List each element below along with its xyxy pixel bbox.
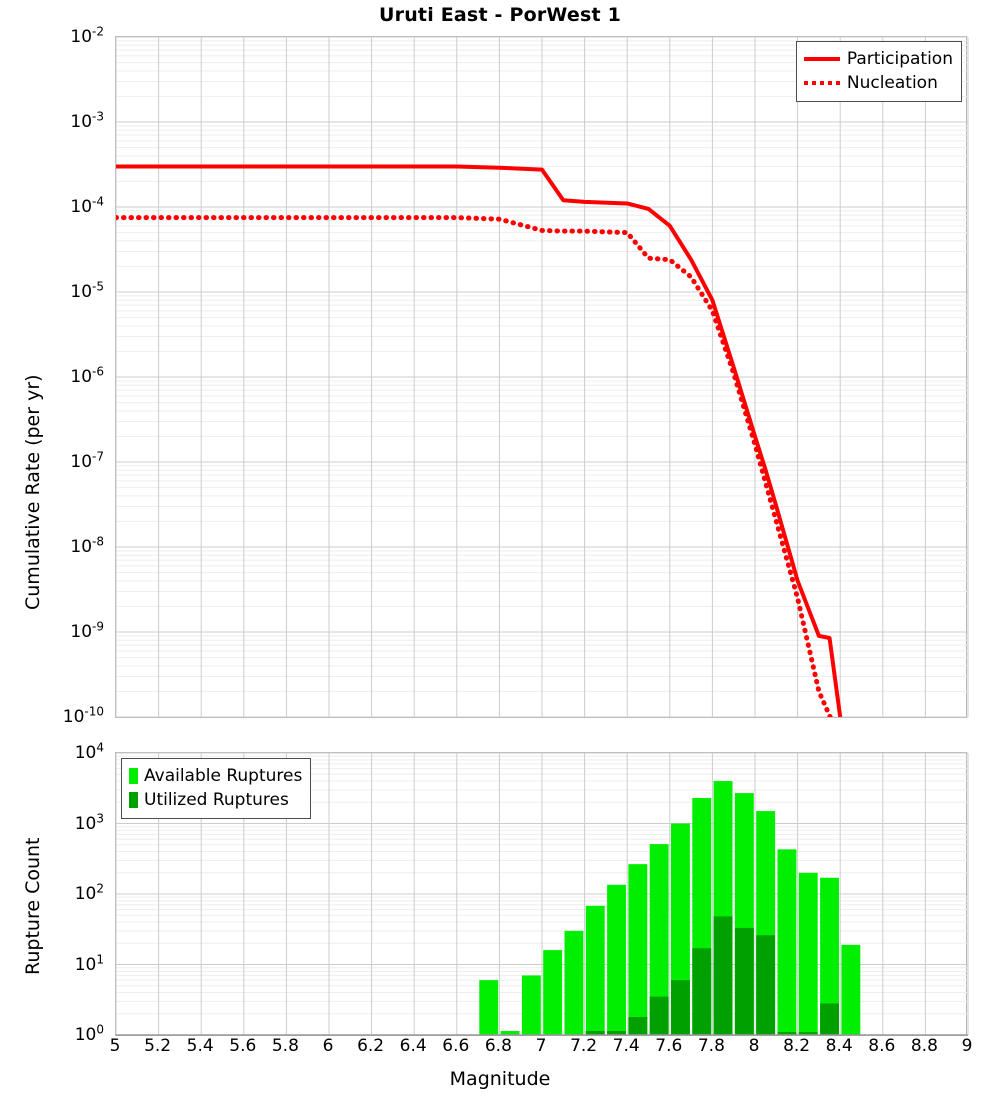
bar-available	[543, 950, 563, 1035]
ytick-top--4: 10-4	[70, 194, 104, 217]
bar-utilized	[756, 935, 776, 1035]
ytick-top--8: 10-8	[70, 534, 104, 557]
xtick-6: 6	[322, 1036, 334, 1056]
bar-available	[607, 884, 626, 1035]
dotted-line-swatch-icon	[803, 75, 840, 91]
legend-label-utilized-ruptures: Utilized Ruptures	[144, 790, 289, 810]
y-axis-label-cumulative-rate: Cumulative Rate (per yr)	[22, 374, 44, 610]
xtick-7: 7	[535, 1036, 547, 1056]
xtick-8.8: 8.8	[910, 1036, 938, 1056]
curve-legend: Participation Nucleation	[795, 41, 962, 102]
ytick-top--7: 10-7	[70, 449, 104, 472]
available-color-swatch-icon	[129, 768, 138, 784]
legend-label-nucleation: Nucleation	[846, 73, 938, 93]
ytick-top--10: 10-10	[62, 704, 104, 727]
bar-utilized	[820, 1003, 839, 1035]
bar-utilized	[713, 916, 733, 1035]
bar-available	[628, 864, 648, 1035]
solid-line-swatch-icon	[803, 51, 840, 67]
rupture-count-panel: Available Ruptures Utilized Ruptures	[115, 752, 969, 1036]
bar-utilized	[671, 980, 690, 1035]
xtick-8: 8	[748, 1036, 760, 1056]
xtick-6.6: 6.6	[442, 1036, 470, 1056]
ytick-bottom-0: 100	[74, 1022, 104, 1045]
bar-available	[649, 844, 669, 1035]
xtick-6.4: 6.4	[399, 1036, 427, 1056]
legend-item-nucleation[interactable]: Nucleation	[803, 71, 953, 95]
bar-utilized	[692, 948, 712, 1035]
legend-label-available-ruptures: Available Ruptures	[144, 766, 303, 786]
bar-available	[564, 930, 584, 1035]
xtick-7.8: 7.8	[697, 1036, 725, 1056]
xtick-8.6: 8.6	[868, 1036, 896, 1056]
bar-available	[585, 905, 605, 1035]
curve-nucleation	[116, 215, 833, 717]
bar-utilized	[777, 1032, 797, 1035]
cumulative-rate-panel: Participation Nucleation	[115, 36, 969, 718]
xtick-5.6: 5.6	[229, 1036, 257, 1056]
ytick-bottom-4: 104	[74, 740, 104, 763]
xtick-5.8: 5.8	[271, 1036, 299, 1056]
bar-utilized	[649, 996, 669, 1035]
bar-available	[820, 877, 839, 1035]
ytick-top--5: 10-5	[70, 279, 104, 302]
legend-item-available-ruptures[interactable]: Available Ruptures	[129, 764, 302, 788]
curve-participation	[116, 164, 843, 717]
bar-utilized	[607, 1031, 626, 1035]
bar-available	[841, 944, 861, 1035]
ytick-bottom-3: 103	[74, 810, 104, 834]
bar-available	[479, 980, 499, 1035]
bar-utilized	[734, 927, 754, 1035]
figure-title: Uruti East - PorWest 1	[379, 4, 621, 26]
legend-item-utilized-ruptures[interactable]: Utilized Ruptures	[129, 788, 302, 812]
ytick-bottom-1: 101	[74, 951, 104, 975]
bar-utilized	[798, 1032, 818, 1035]
bar-utilized	[585, 1031, 605, 1035]
ytick-top--3: 10-3	[70, 109, 104, 132]
x-axis-label-magnitude: Magnitude	[449, 1068, 551, 1090]
ytick-bottom-2: 102	[74, 881, 104, 904]
bar-available	[521, 975, 541, 1035]
legend-item-participation[interactable]: Participation	[803, 47, 953, 71]
xtick-7.4: 7.4	[612, 1036, 640, 1056]
legend-label-participation: Participation	[846, 49, 953, 69]
xtick-7.6: 7.6	[655, 1036, 683, 1056]
xtick-5.2: 5.2	[144, 1036, 172, 1056]
rupture-legend: Available Ruptures Utilized Ruptures	[121, 758, 312, 819]
ytick-top--2: 10-2	[70, 24, 104, 47]
bar-available	[500, 1031, 520, 1035]
ytick-top--9: 10-9	[70, 619, 104, 642]
bar-utilized	[628, 1017, 648, 1035]
bar-available	[777, 849, 797, 1035]
xtick-5.4: 5.4	[186, 1036, 214, 1056]
bar-available	[798, 872, 818, 1035]
xtick-8.4: 8.4	[825, 1036, 853, 1056]
xtick-6.8: 6.8	[484, 1036, 512, 1056]
xtick-6.2: 6.2	[357, 1036, 385, 1056]
xtick-9: 9	[961, 1036, 973, 1056]
ytick-top--6: 10-6	[70, 364, 104, 387]
utilized-color-swatch-icon	[129, 792, 138, 808]
xtick-5: 5	[109, 1036, 121, 1056]
xtick-8.2: 8.2	[783, 1036, 811, 1056]
cumulative-rate-plot	[115, 36, 969, 718]
xtick-7.2: 7.2	[570, 1036, 598, 1056]
